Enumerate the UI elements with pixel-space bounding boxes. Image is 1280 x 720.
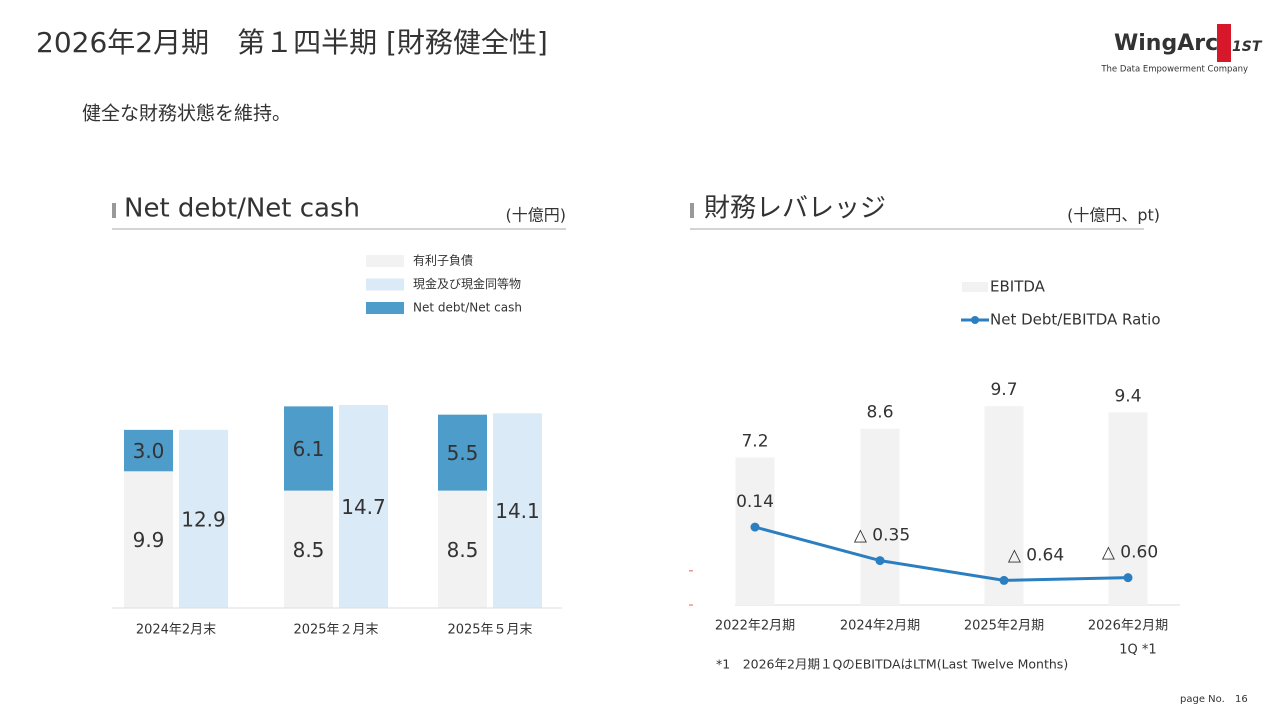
bar-label: 5.5 [447, 441, 479, 465]
x-tick-label: 2026年2月期 [1088, 619, 1168, 634]
line-label: △ 0.64 [1008, 545, 1064, 565]
x-tick-label: 2024年2月末 [136, 623, 216, 638]
x-tick-label: 2025年２月末 [293, 623, 378, 638]
x-tick-label: 2025年５月末 [447, 623, 532, 638]
x-tick-label: 2025年2月期 [964, 619, 1044, 634]
line-point [750, 522, 760, 532]
bar-segment [284, 490, 333, 608]
bar-segment [284, 406, 333, 491]
logo-name: WingArc [1114, 31, 1218, 56]
bar-label: 8.5 [447, 538, 479, 562]
line-point [1123, 573, 1133, 583]
bar-label: 6.1 [293, 437, 325, 461]
legend-swatch [366, 278, 404, 291]
legend-swatch [366, 302, 404, 314]
page-number: 16 [1235, 694, 1248, 705]
legend-swatch [962, 282, 988, 292]
legend-label: 有利子負債 [413, 253, 473, 268]
page-label: page No. [1180, 694, 1225, 705]
bar-label: 7.2 [741, 431, 768, 451]
page-subtitle: 健全な財務状態を維持。 [82, 103, 291, 125]
chart-unit: (十億円) [506, 206, 567, 225]
bar-label: 9.9 [133, 528, 165, 552]
bar-label: 9.4 [1114, 386, 1141, 406]
bar-segment [339, 405, 388, 608]
page-title: 2026年2月期 第１四半期 [財務健全性] [36, 26, 548, 59]
bar-label: 14.1 [495, 499, 540, 523]
bar [1108, 412, 1148, 605]
legend-label: Net debt/Net cash [413, 301, 522, 315]
logo-mark: 1ST [1232, 39, 1263, 55]
category-note: 1Q *1 [1119, 643, 1156, 658]
legend-label: Net Debt/EBITDA Ratio [990, 311, 1161, 329]
line [754, 525, 1129, 582]
bar-label: 3.0 [133, 439, 165, 463]
x-tick-label: 2022年2月期 [715, 619, 795, 634]
bar-label: 9.7 [990, 380, 1017, 400]
bar-label: 8.6 [866, 403, 893, 423]
legend-label: EBITDA [990, 278, 1046, 296]
bar-segment [493, 413, 542, 608]
logo-tagline: The Data Empowerment Company [1100, 65, 1248, 75]
x-tick-label: 2024年2月期 [840, 619, 920, 634]
chart-unit: (十億円、pt) [1067, 206, 1160, 225]
chart-title: Net debt/Net cash [124, 194, 360, 224]
bar-segment [438, 414, 487, 491]
line-point [999, 575, 1009, 585]
bar-label: 14.7 [341, 495, 386, 519]
logo-mark-box [1217, 24, 1231, 62]
line-label: △ 0.60 [1102, 543, 1158, 563]
footnote: *1 2026年2月期１QのEBITDAはLTM(Last Twelve Mon… [716, 657, 1068, 672]
chart-title: 財務レバレッジ [704, 194, 886, 224]
line-label: 0.14 [736, 492, 774, 512]
section-marker [112, 203, 116, 218]
bar [860, 428, 900, 605]
line-label: △ 0.35 [854, 526, 910, 546]
bar [984, 406, 1024, 605]
section-marker [690, 203, 694, 218]
bar-label: 8.5 [293, 538, 325, 562]
legend-swatch [366, 255, 404, 267]
legend-label: 現金及び現金同等物 [413, 276, 521, 291]
bar-segment [124, 471, 173, 608]
legend-marker [971, 316, 979, 324]
bar-label: 12.9 [181, 507, 226, 531]
bar-segment [179, 429, 228, 608]
bar-segment [124, 429, 173, 472]
line-point [875, 556, 885, 566]
bar-segment [438, 490, 487, 608]
